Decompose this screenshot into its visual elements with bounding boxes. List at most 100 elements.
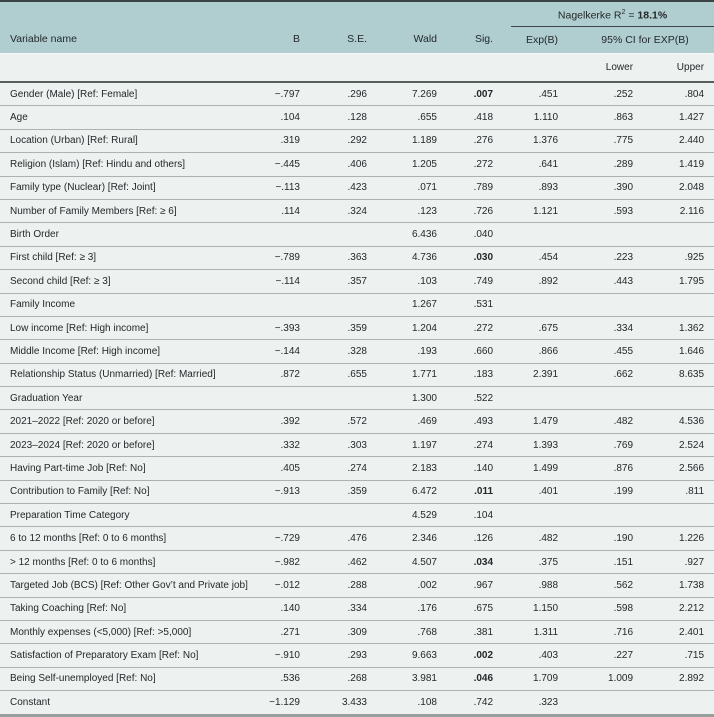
cell-exp-b: 1.479 (511, 409, 577, 434)
cell-wald: 1.771 (385, 363, 455, 388)
cell-lower: .289 (576, 152, 652, 177)
cell-wald: .103 (385, 269, 455, 294)
cell-b: −.012 (258, 573, 318, 598)
subheader-spacer (0, 53, 577, 83)
cell-wald: 9.663 (385, 643, 455, 668)
cell-wald: 7.269 (385, 82, 455, 107)
cell-sig: .272 (455, 316, 512, 341)
cell-sig: .967 (455, 573, 512, 598)
cell-exp-b: 1.393 (511, 433, 577, 458)
table-row: Second child [Ref: ≥ 3] −.114.357.103.749… (0, 269, 714, 294)
cell-b: .271 (258, 620, 318, 645)
cell-upper: 2.566 (651, 456, 714, 481)
cell-upper (651, 690, 714, 716)
cell-se: .274 (318, 456, 385, 481)
cell-lower: .334 (576, 316, 652, 341)
cell-upper: 1.226 (651, 526, 714, 551)
table-row: Gender (Male) [Ref: Female] −.797.296 7.26… (0, 82, 714, 107)
cell-variable: Family type (Nuclear) [Ref: Joint] (0, 176, 258, 200)
cell-lower (576, 386, 652, 411)
cell-lower: .562 (576, 573, 652, 598)
cell-exp-b: 2.391 (511, 363, 577, 388)
cell-b: .332 (258, 433, 318, 458)
cell-b: −.797 (258, 82, 318, 107)
cell-se: .357 (318, 269, 385, 294)
nagelkerke-superscript: 2 (621, 8, 626, 16)
cell-exp-b: .893 (511, 176, 577, 200)
col-header-lower: Lower (576, 53, 652, 83)
col-header-upper: Upper (651, 53, 714, 83)
cell-exp-b: .375 (511, 550, 577, 575)
ci-subheader-row: Lower Upper (0, 53, 714, 83)
cell-sig: .183 (455, 363, 512, 388)
cell-se: .128 (318, 105, 385, 130)
col-header-b: B (258, 26, 318, 54)
table-row: Preparation Time Category 4.529.104 (0, 503, 714, 528)
cell-wald: 3.981 (385, 667, 455, 692)
header-spacer (0, 1, 512, 27)
cell-exp-b: .482 (511, 526, 577, 551)
cell-b: .140 (258, 597, 318, 621)
cell-upper: 1.362 (651, 316, 714, 341)
cell-lower (576, 293, 652, 317)
column-header-row: Variable name B S.E. Wald Sig. Exp(B) 95… (0, 26, 714, 54)
cell-upper: 2.048 (651, 176, 714, 200)
col-header-se: S.E. (318, 26, 385, 54)
table-row: Contribution to Family [Ref: No] −.913.35… (0, 480, 714, 505)
cell-wald: 6.472 (385, 480, 455, 505)
cell-lower: .769 (576, 433, 652, 458)
cell-sig: .789 (455, 176, 512, 200)
cell-exp-b: .988 (511, 573, 577, 598)
cell-wald: 2.183 (385, 456, 455, 481)
cell-se: .292 (318, 129, 385, 154)
cell-variable: > 12 months [Ref: 0 to 6 months] (0, 550, 258, 575)
cell-lower (576, 222, 652, 247)
cell-sig: .418 (455, 105, 512, 130)
cell-b (258, 503, 318, 528)
cell-se: .296 (318, 82, 385, 107)
table-row: First child [Ref: ≥ 3] −.789.363 4.736.030… (0, 246, 714, 271)
cell-se: .324 (318, 199, 385, 224)
table-row: Low income [Ref: High income] −.393.359 1.… (0, 316, 714, 341)
cell-lower: .876 (576, 456, 652, 481)
cell-b: .536 (258, 667, 318, 692)
table-row: Number of Family Members [Ref: ≥ 6] .114.… (0, 199, 714, 224)
cell-wald: .123 (385, 199, 455, 224)
cell-sig: .726 (455, 199, 512, 224)
cell-sig: .030 (455, 246, 512, 271)
table-row: Taking Coaching [Ref: No] .140.334.176.67… (0, 597, 714, 621)
cell-exp-b: .641 (511, 152, 577, 177)
cell-b: −.393 (258, 316, 318, 341)
cell-b: .405 (258, 456, 318, 481)
cell-se: .572 (318, 409, 385, 434)
cell-wald: 1.197 (385, 433, 455, 458)
cell-wald: 4.529 (385, 503, 455, 528)
col-header-95-ci: 95% CI for EXP(B) (576, 26, 714, 54)
cell-exp-b: .892 (511, 269, 577, 294)
cell-wald: .768 (385, 620, 455, 645)
cell-lower: .199 (576, 480, 652, 505)
cell-lower (576, 503, 652, 528)
cell-upper: .811 (651, 480, 714, 505)
cell-wald: .469 (385, 409, 455, 434)
table-row: Monthly expenses (<5,000) [Ref: >5,000].… (0, 620, 714, 645)
cell-se: .462 (318, 550, 385, 575)
cell-variable: Taking Coaching [Ref: No] (0, 597, 258, 621)
cell-b (258, 386, 318, 411)
cell-sig: .046 (455, 667, 512, 692)
cell-upper: 2.212 (651, 597, 714, 621)
cell-variable: 6 to 12 months [Ref: 0 to 6 months] (0, 526, 258, 551)
cell-upper: .804 (651, 82, 714, 107)
cell-exp-b: 1.110 (511, 105, 577, 130)
col-header-variable-name: Variable name (0, 26, 258, 54)
cell-se: 3.433 (318, 690, 385, 716)
table-row: Middle Income [Ref: High income] −.144.32… (0, 339, 714, 364)
table-row: Religion (Islam) [Ref: Hindu and others]… (0, 152, 714, 177)
cell-sig: .126 (455, 526, 512, 551)
cell-lower: .190 (576, 526, 652, 551)
nagelkerke-value: 18.1% (637, 9, 668, 22)
cell-wald: 1.204 (385, 316, 455, 341)
cell-b: −.982 (258, 550, 318, 575)
cell-wald: .071 (385, 176, 455, 200)
cell-upper (651, 293, 714, 317)
